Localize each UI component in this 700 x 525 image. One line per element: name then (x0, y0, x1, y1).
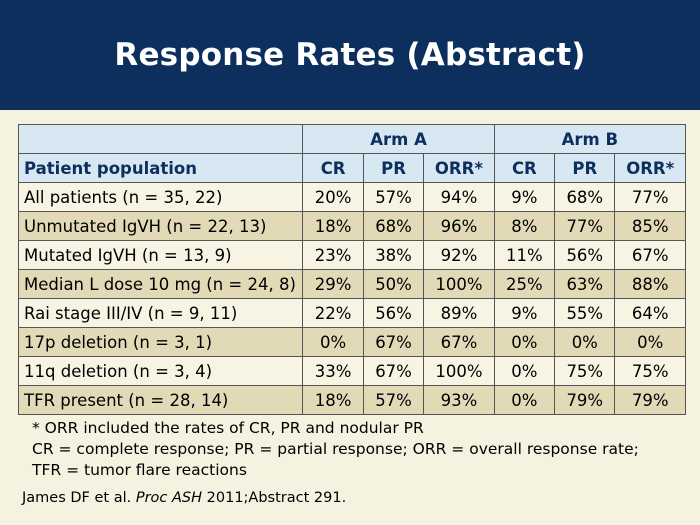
value-cell: 0% (493, 385, 556, 415)
column-header-row: Patient population CR PR ORR* CR PR ORR* (17, 153, 686, 183)
value-cell: 57% (362, 182, 425, 212)
table-row: 17p deletion (n = 3, 1) 0% 67% 67% 0% 0%… (17, 327, 686, 357)
arm-b-cr-header: CR (493, 153, 556, 183)
value-cell: 0% (493, 356, 556, 386)
value-cell: 18% (302, 211, 364, 241)
value-cell: 11% (493, 240, 556, 270)
arm-b-pr-header: PR (554, 153, 616, 183)
citation-details: 2011;Abstract 291. (206, 490, 347, 506)
arm-a-orr-header: ORR* (423, 153, 495, 183)
table-row: All patients (n = 35, 22) 20% 57% 94% 9%… (17, 182, 686, 212)
value-cell: 100% (423, 269, 495, 299)
arm-b-orr-header: ORR* (614, 153, 686, 183)
value-cell: 0% (493, 327, 556, 357)
table-row: 11q deletion (n = 3, 4) 33% 67% 100% 0% … (17, 356, 686, 386)
footnote-tfr: TFR = tumor flare reactions (32, 461, 247, 479)
population-cell: Median L dose 10 mg (n = 24, 8) (17, 269, 304, 299)
value-cell: 89% (423, 298, 495, 328)
table-row: Rai stage III/IV (n = 9, 11) 22% 56% 89%… (17, 298, 686, 328)
title-banner: Response Rates (Abstract) (0, 0, 700, 110)
arm-b-header: Arm B (493, 124, 687, 154)
value-cell: 68% (554, 182, 616, 212)
citation-journal: Proc ASH (135, 490, 203, 506)
value-cell: 68% (362, 211, 425, 241)
value-cell: 50% (362, 269, 425, 299)
response-rates-table: Arm A Arm B Patient population CR PR ORR… (17, 124, 687, 415)
value-cell: 64% (614, 298, 686, 328)
value-cell: 0% (614, 327, 686, 357)
value-cell: 93% (423, 385, 495, 415)
value-cell: 56% (554, 240, 616, 270)
population-cell: Rai stage III/IV (n = 9, 11) (17, 298, 304, 328)
arm-header-row: Arm A Arm B (17, 124, 687, 154)
value-cell: 20% (302, 182, 364, 212)
table-row: Unmutated IgVH (n = 22, 13) 18% 68% 96% … (17, 211, 686, 241)
value-cell: 67% (362, 327, 425, 357)
citation: James DF et al. Proc ASH 2011;Abstract 2… (22, 490, 346, 506)
population-header-spacer (17, 124, 304, 154)
table-row: Median L dose 10 mg (n = 24, 8) 29% 50% … (17, 269, 686, 299)
population-cell: 11q deletion (n = 3, 4) (17, 356, 304, 386)
population-header: Patient population (17, 153, 304, 183)
footnote-abbreviations: CR = complete response; PR = partial res… (32, 440, 639, 458)
value-cell: 9% (493, 298, 556, 328)
value-cell: 23% (302, 240, 364, 270)
value-cell: 77% (614, 182, 686, 212)
value-cell: 38% (362, 240, 425, 270)
value-cell: 96% (423, 211, 495, 241)
value-cell: 63% (554, 269, 616, 299)
arm-a-cr-header: CR (302, 153, 364, 183)
value-cell: 25% (493, 269, 556, 299)
population-cell: TFR present (n = 28, 14) (17, 385, 304, 415)
value-cell: 55% (554, 298, 616, 328)
value-cell: 85% (614, 211, 686, 241)
value-cell: 33% (302, 356, 364, 386)
value-cell: 22% (302, 298, 364, 328)
value-cell: 75% (554, 356, 616, 386)
table-row: Mutated IgVH (n = 13, 9) 23% 38% 92% 11%… (17, 240, 686, 270)
population-cell: Mutated IgVH (n = 13, 9) (17, 240, 304, 270)
value-cell: 29% (302, 269, 364, 299)
arm-a-header: Arm A (302, 124, 495, 154)
population-cell: 17p deletion (n = 3, 1) (17, 327, 304, 357)
value-cell: 56% (362, 298, 425, 328)
value-cell: 67% (362, 356, 425, 386)
value-cell: 8% (493, 211, 556, 241)
table-row: TFR present (n = 28, 14) 18% 57% 93% 0% … (17, 385, 686, 415)
population-cell: All patients (n = 35, 22) (17, 182, 304, 212)
value-cell: 18% (302, 385, 364, 415)
value-cell: 92% (423, 240, 495, 270)
value-cell: 9% (493, 182, 556, 212)
value-cell: 67% (423, 327, 495, 357)
footnotes: * ORR included the rates of CR, PR and n… (32, 418, 639, 481)
value-cell: 0% (554, 327, 616, 357)
value-cell: 88% (614, 269, 686, 299)
citation-authors: James DF et al. (22, 490, 132, 506)
value-cell: 0% (302, 327, 364, 357)
value-cell: 77% (554, 211, 616, 241)
value-cell: 57% (362, 385, 425, 415)
value-cell: 94% (423, 182, 495, 212)
value-cell: 79% (554, 385, 616, 415)
value-cell: 67% (614, 240, 686, 270)
value-cell: 79% (614, 385, 686, 415)
value-cell: 100% (423, 356, 495, 386)
slide-title: Response Rates (Abstract) (114, 37, 586, 73)
arm-a-pr-header: PR (362, 153, 425, 183)
population-cell: Unmutated IgVH (n = 22, 13) (17, 211, 304, 241)
value-cell: 75% (614, 356, 686, 386)
footnote-orr: * ORR included the rates of CR, PR and n… (32, 419, 424, 437)
